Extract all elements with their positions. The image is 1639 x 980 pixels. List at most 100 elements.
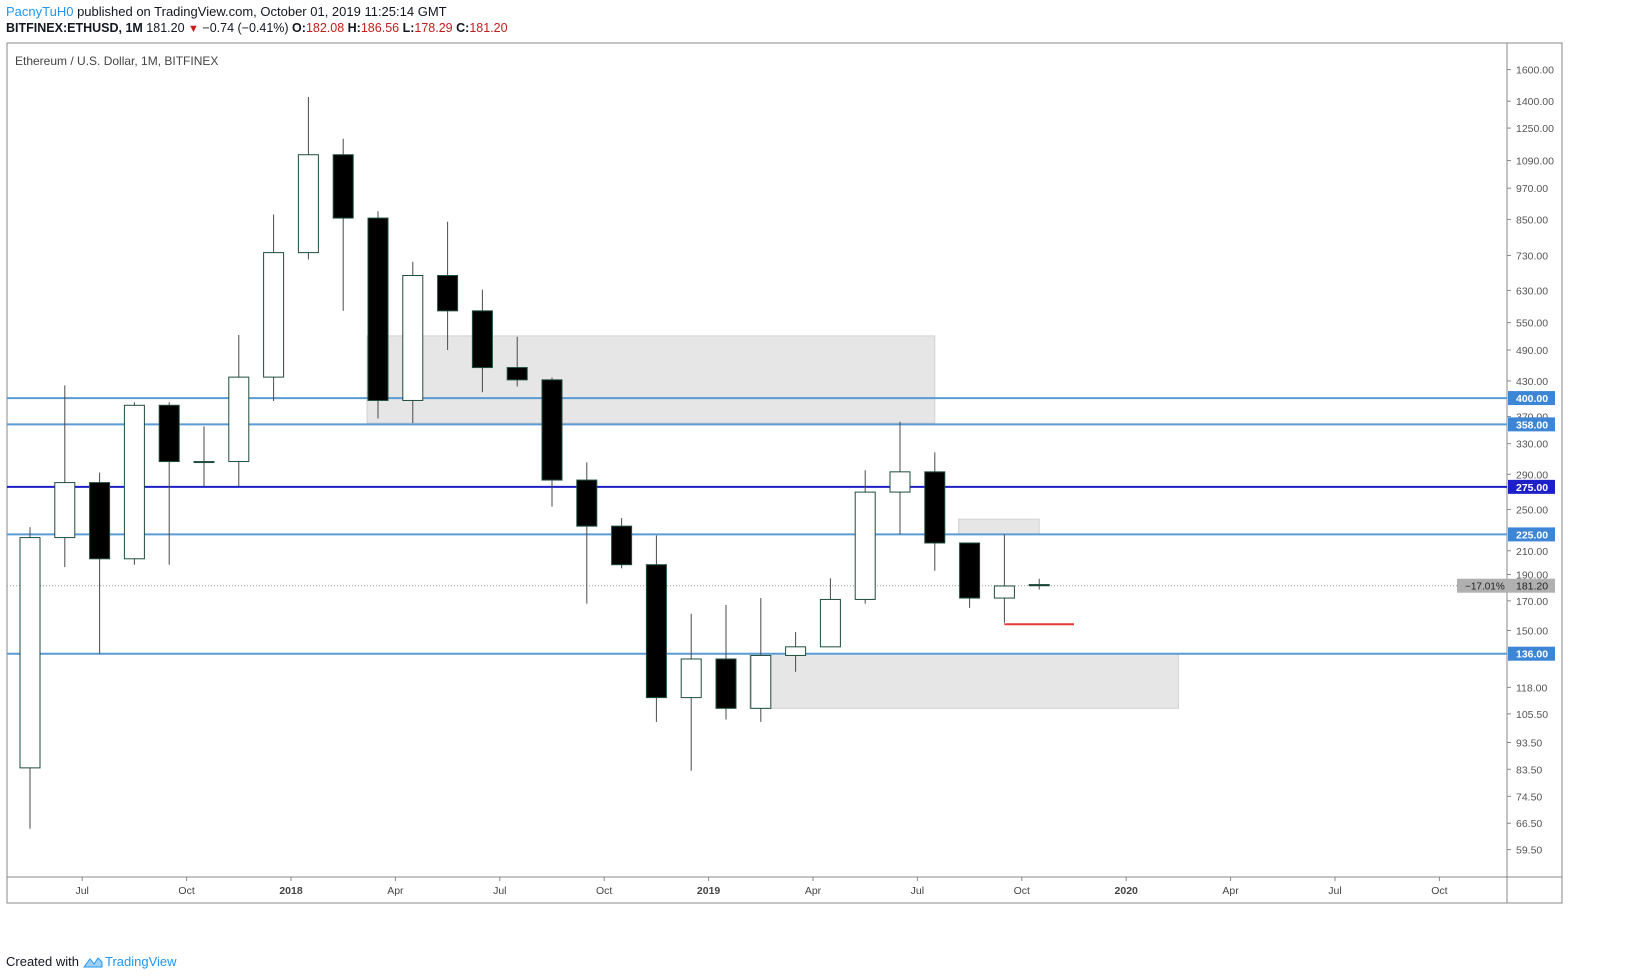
candle-body: [228, 376, 250, 463]
last-price-badge: [1457, 578, 1555, 593]
candle[interactable]: [680, 613, 702, 771]
price-tick-label: 66.50: [1516, 818, 1542, 830]
price-tick-label: 1400.00: [1516, 96, 1554, 108]
price-tick-label: 550.00: [1516, 318, 1548, 330]
candle-body: [19, 537, 41, 769]
high-label: H:: [347, 21, 361, 35]
close-value: 181.20: [469, 21, 508, 35]
high-value: 186.56: [360, 21, 400, 35]
time-tick-label: 2018: [279, 885, 303, 897]
candle[interactable]: [19, 527, 41, 829]
time-tick-label: 2019: [697, 885, 721, 897]
time-tick-label: Jul: [493, 885, 506, 897]
candle[interactable]: [645, 535, 667, 722]
price-tick-label: 330.00: [1516, 439, 1548, 451]
author-link[interactable]: PacnyTuH0: [6, 4, 74, 19]
tradingview-brand: TradingView: [104, 954, 177, 969]
candle-body: [402, 274, 424, 401]
time-tick-label: Jul: [1328, 885, 1341, 897]
level-badge-label: 275.00: [1516, 482, 1548, 494]
candle[interactable]: [854, 470, 876, 604]
time-tick-label: Apr: [1222, 885, 1239, 897]
candle[interactable]: [263, 214, 285, 402]
close-label: C:: [456, 21, 470, 35]
candle[interactable]: [471, 289, 493, 393]
published-text: published on TradingView.com, October 01…: [77, 4, 447, 19]
level-badge: [1508, 527, 1555, 542]
candle-body: [506, 367, 528, 381]
candle[interactable]: [785, 632, 807, 672]
candle[interactable]: [123, 402, 145, 565]
level-badge: [1508, 479, 1555, 494]
price-tick-label: 490.00: [1516, 345, 1548, 357]
candle[interactable]: [158, 402, 180, 565]
price-tick-label: 93.50: [1516, 737, 1542, 749]
candle-body: [158, 404, 180, 463]
time-tick-label: 2020: [1115, 885, 1139, 897]
candle-body: [750, 654, 772, 709]
price-tick-label: 83.50: [1516, 764, 1542, 776]
price-tick-label: 430.00: [1516, 376, 1548, 388]
candle[interactable]: [924, 452, 946, 571]
candle[interactable]: [437, 221, 459, 350]
candle[interactable]: [993, 534, 1015, 623]
price-tick-label: 1090.00: [1516, 156, 1554, 168]
candle[interactable]: [576, 462, 598, 604]
price-tick-label: 970.00: [1516, 183, 1548, 195]
candle[interactable]: [750, 598, 772, 722]
candle-body: [193, 461, 215, 464]
time-tick-label: Oct: [596, 885, 612, 897]
chart-frame: [6, 42, 1563, 904]
candle-body: [819, 598, 841, 648]
highlight-zone: [958, 518, 1040, 535]
candle-body: [89, 482, 111, 560]
price-tick-label: 74.50: [1516, 791, 1542, 803]
level-badge: [1508, 417, 1555, 432]
candle[interactable]: [889, 421, 911, 535]
candle-body: [854, 491, 876, 600]
candle[interactable]: [193, 426, 215, 487]
candle[interactable]: [367, 211, 389, 419]
time-tick-label: Apr: [387, 885, 404, 897]
candle[interactable]: [1028, 578, 1050, 590]
candle-body: [367, 217, 389, 401]
candle[interactable]: [402, 261, 424, 424]
candle-body: [471, 310, 493, 369]
candle[interactable]: [228, 334, 250, 487]
price-tick-label: 250.00: [1516, 504, 1548, 516]
price-tick-label: 630.00: [1516, 285, 1548, 297]
last-price-text: 181.20: [146, 21, 185, 35]
candle-body: [437, 274, 459, 312]
price-tick-label: 290.00: [1516, 469, 1548, 481]
time-tick-label: Oct: [1014, 885, 1030, 897]
low-value: 178.29: [414, 21, 453, 35]
candle[interactable]: [715, 605, 737, 720]
candle[interactable]: [332, 138, 354, 311]
candle-body: [924, 471, 946, 544]
candle[interactable]: [54, 385, 76, 568]
time-tick-label: Jul: [75, 885, 88, 897]
candle[interactable]: [959, 542, 981, 608]
candle[interactable]: [506, 336, 528, 387]
footer: Created with TradingView: [6, 954, 177, 969]
tradingview-icon: [82, 956, 103, 967]
down-arrow-icon: ▼: [188, 23, 199, 35]
candle-body: [541, 379, 563, 481]
tradingview-logo[interactable]: TradingView: [82, 954, 177, 969]
candle[interactable]: [297, 97, 319, 260]
candle[interactable]: [611, 518, 633, 569]
candle[interactable]: [89, 472, 111, 654]
candle[interactable]: [541, 377, 563, 507]
last-price-change-label: −17.01%: [1465, 582, 1505, 593]
last-price-label: 181.20: [1516, 581, 1548, 593]
symbol-name: BITFINEX:ETHUSD, 1M: [6, 21, 143, 35]
price-tick-label: 170.00: [1516, 596, 1548, 608]
price-tick-label: 150.00: [1516, 625, 1548, 637]
level-badge-label: 400.00: [1516, 393, 1548, 405]
level-badge: [1508, 391, 1555, 406]
candle[interactable]: [819, 578, 841, 648]
open-value: 182.08: [305, 21, 345, 35]
time-tick-label: Oct: [1431, 885, 1447, 897]
candle-body: [611, 525, 633, 566]
